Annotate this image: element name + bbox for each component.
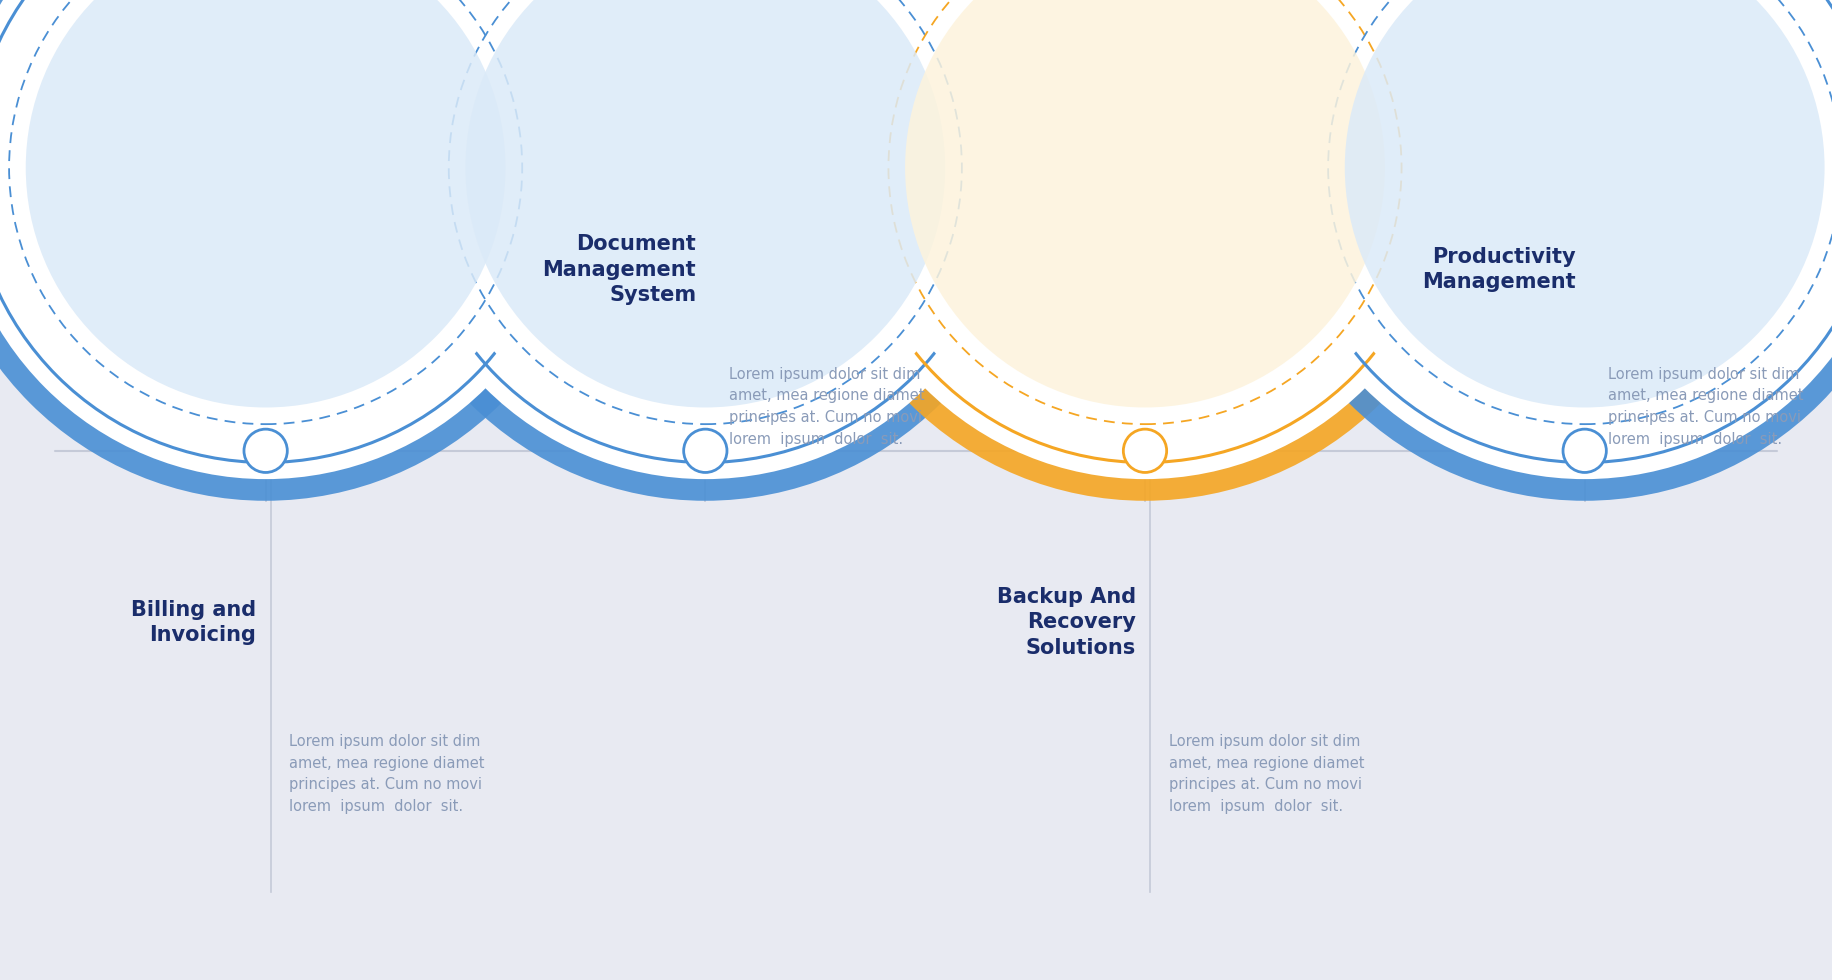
Ellipse shape	[834, 0, 1456, 479]
Text: Document
Management
System: Document Management System	[542, 234, 696, 305]
Ellipse shape	[1345, 0, 1825, 408]
Ellipse shape	[1304, 0, 1832, 448]
Ellipse shape	[812, 0, 1478, 501]
Text: Billing and
Invoicing: Billing and Invoicing	[132, 600, 256, 645]
Text: Lorem ipsum dolor sit dim
amet, mea regione diamet
principes at. Cum no movi
lor: Lorem ipsum dolor sit dim amet, mea regi…	[289, 734, 485, 814]
Ellipse shape	[0, 0, 577, 479]
Ellipse shape	[1273, 0, 1832, 479]
Ellipse shape	[905, 0, 1385, 408]
Ellipse shape	[0, 0, 599, 501]
Ellipse shape	[244, 429, 288, 472]
Ellipse shape	[1563, 429, 1607, 472]
Text: Backup And
Recovery
Solutions: Backup And Recovery Solutions	[997, 587, 1136, 658]
Text: Lorem ipsum dolor sit dim
amet, mea regione diamet
principes at. Cum no movi
lor: Lorem ipsum dolor sit dim amet, mea regi…	[729, 367, 925, 447]
Ellipse shape	[394, 0, 1017, 479]
Text: Productivity
Management: Productivity Management	[1422, 247, 1576, 292]
Ellipse shape	[1251, 0, 1832, 501]
Ellipse shape	[26, 0, 506, 408]
Ellipse shape	[465, 0, 945, 408]
Ellipse shape	[1123, 429, 1167, 472]
Text: Lorem ipsum dolor sit dim
amet, mea regione diamet
principes at. Cum no movi
lor: Lorem ipsum dolor sit dim amet, mea regi…	[1608, 367, 1805, 447]
Ellipse shape	[0, 0, 546, 448]
Ellipse shape	[865, 0, 1425, 448]
Ellipse shape	[683, 429, 727, 472]
Ellipse shape	[425, 0, 986, 448]
Ellipse shape	[372, 0, 1039, 501]
Text: Lorem ipsum dolor sit dim
amet, mea regione diamet
principes at. Cum no movi
lor: Lorem ipsum dolor sit dim amet, mea regi…	[1169, 734, 1365, 814]
